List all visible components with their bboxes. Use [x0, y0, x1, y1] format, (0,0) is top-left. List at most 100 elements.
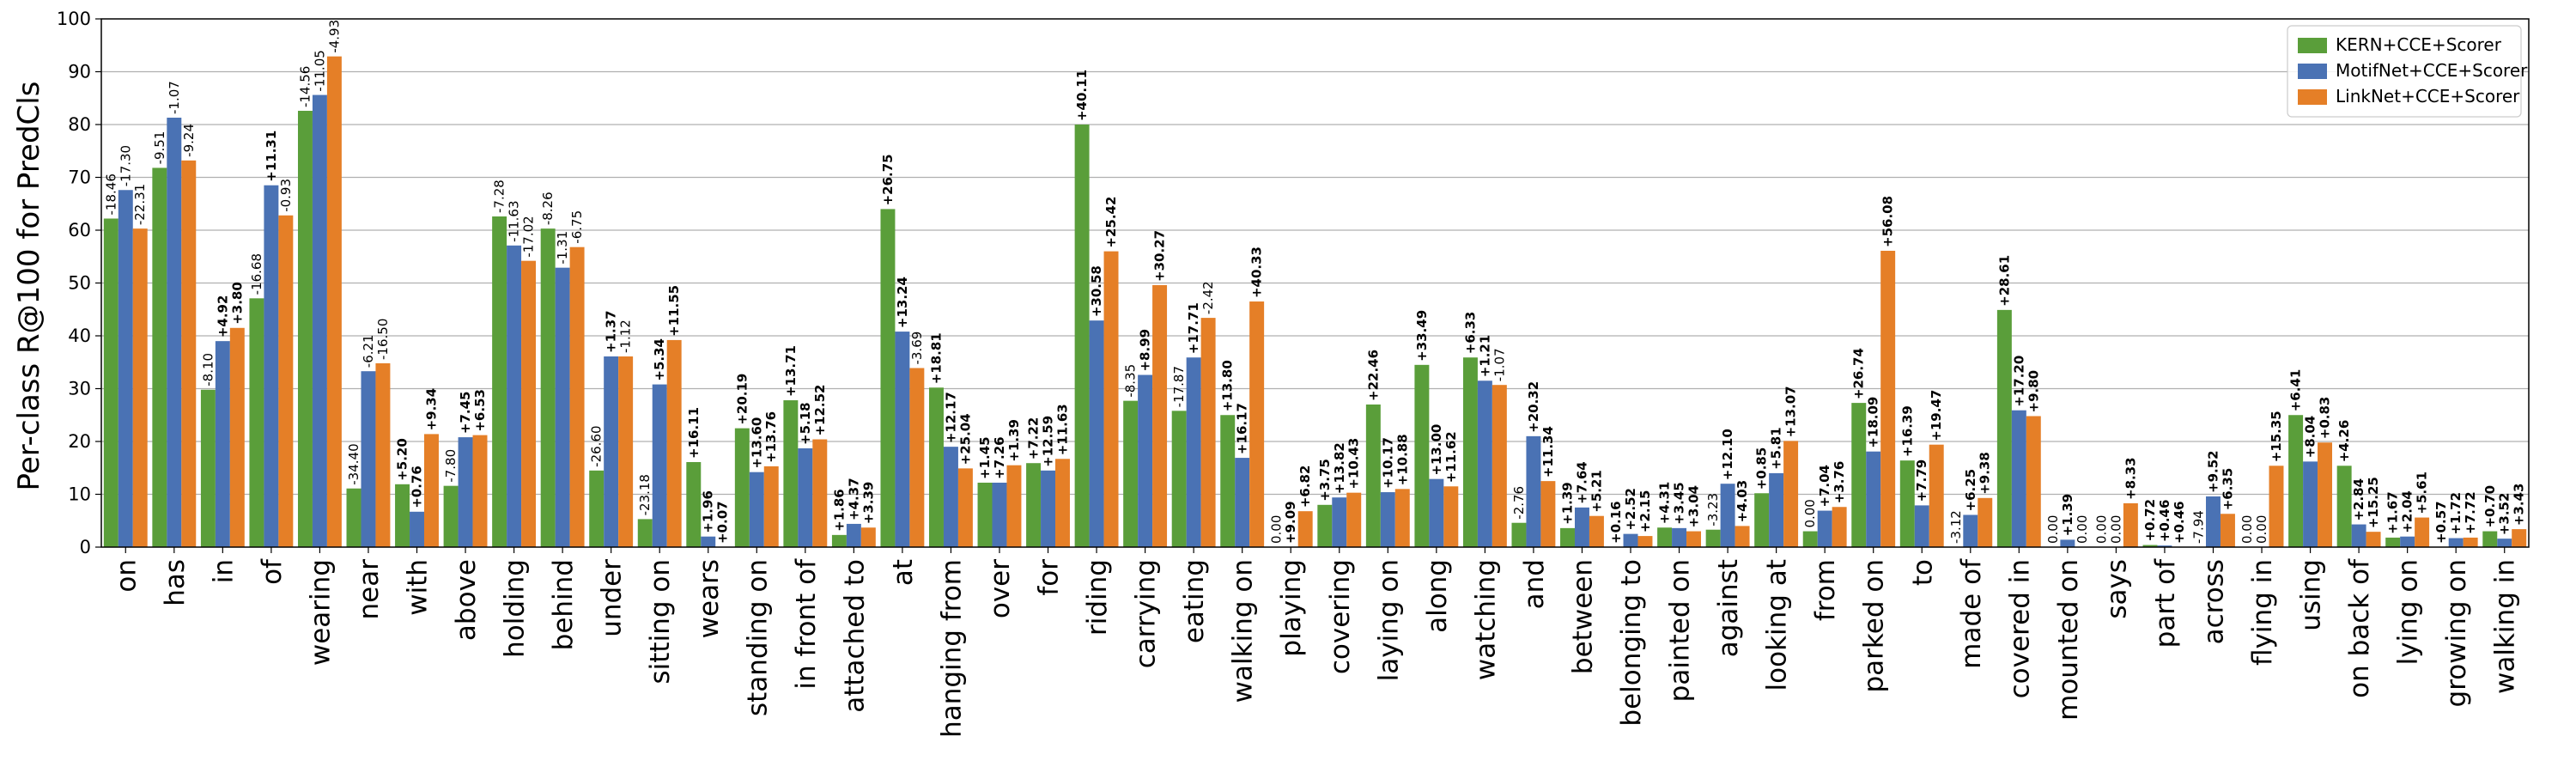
- x-tick-label: sitting on: [645, 559, 676, 684]
- bar-annotation: +4.31: [1657, 482, 1673, 525]
- x-tick-label: laying on: [1373, 559, 1404, 681]
- bar: [2512, 529, 2527, 547]
- bar-annotation: +3.52: [2497, 493, 2512, 536]
- bar-annotation: -16.50: [375, 319, 391, 360]
- bar-annotation: +1.21: [1477, 335, 1492, 378]
- x-tick-label: flying in: [2247, 559, 2278, 666]
- x-tick-label: from: [1810, 559, 1841, 621]
- bar-annotation: +6.41: [2288, 369, 2304, 412]
- bar: [472, 435, 488, 547]
- bar: [443, 485, 459, 547]
- x-tick-label: made of: [1956, 558, 1987, 669]
- bar: [264, 185, 279, 547]
- bar-annotation: +6.25: [1963, 469, 1978, 512]
- bar: [1380, 492, 1395, 547]
- bar: [2448, 538, 2464, 547]
- bar-annotation: -2.76: [1511, 486, 1527, 520]
- x-tick-label: wears: [694, 559, 725, 638]
- y-tick-label: 80: [68, 114, 91, 135]
- x-tick-label: above: [451, 559, 482, 641]
- y-tick-label: 0: [80, 537, 91, 557]
- bar: [297, 111, 313, 547]
- bar-annotation: -7.28: [492, 180, 507, 213]
- bar: [1866, 451, 1881, 547]
- x-tick-label: for: [1034, 559, 1065, 596]
- bar: [458, 437, 473, 547]
- x-tick-label: against: [1713, 559, 1744, 657]
- x-tick-label: walking in: [2490, 559, 2521, 694]
- bar-annotation: +0.57: [2433, 501, 2449, 544]
- bar: [1832, 507, 1847, 547]
- bar-annotation: -7.94: [2191, 510, 2207, 544]
- bar: [167, 118, 182, 547]
- bar-annotation: -8.10: [200, 353, 216, 386]
- bar: [1686, 531, 1701, 547]
- x-tick-label: and: [1519, 559, 1550, 609]
- bar: [686, 461, 702, 547]
- bar-annotation: -1.07: [167, 81, 182, 114]
- bar-annotation: +7.79: [1914, 460, 1929, 502]
- bar-annotation: +11.31: [264, 131, 279, 182]
- bar: [2463, 537, 2478, 547]
- bar: [569, 247, 585, 547]
- x-tick-label: along: [1422, 559, 1453, 633]
- bar-annotation: +18.81: [928, 332, 944, 384]
- bar-annotation: -0.93: [278, 179, 294, 212]
- bar-annotation: +16.17: [1235, 403, 1250, 454]
- bar-annotation: +1.39: [1560, 482, 1576, 525]
- bar: [346, 488, 361, 547]
- bar-annotation: +10.88: [1394, 434, 1410, 485]
- bar: [1074, 125, 1090, 547]
- bar-annotation: -2.42: [1200, 281, 1216, 314]
- x-tick-label: across: [2198, 559, 2229, 644]
- bar: [992, 482, 1007, 547]
- x-tick-label: using: [2296, 559, 2327, 631]
- bar-annotation: +0.76: [410, 466, 425, 508]
- bar-annotation: +11.63: [1054, 404, 1070, 455]
- bar: [1899, 460, 1915, 547]
- bar-annotation: +11.34: [1540, 426, 1556, 478]
- y-tick-label: 30: [68, 379, 91, 399]
- bar-annotation: -26.60: [589, 425, 605, 466]
- bar-annotation: +7.64: [1574, 461, 1589, 504]
- bar-annotation: +19.47: [1929, 390, 1944, 441]
- bar-annotation: +5.20: [395, 438, 410, 481]
- bar-annotation: +10.43: [1346, 438, 1362, 490]
- bar: [361, 371, 376, 547]
- bar-annotation: -23.18: [637, 474, 653, 515]
- bar: [1851, 403, 1867, 547]
- bar: [1103, 251, 1119, 547]
- bar-annotation: 0.00: [2239, 515, 2255, 544]
- bar-annotation: +17.71: [1186, 302, 1201, 354]
- bar-annotation: +12.10: [1720, 429, 1735, 480]
- bar: [521, 260, 537, 547]
- bar-annotation: -1.31: [555, 231, 570, 265]
- bar: [1963, 514, 1978, 547]
- bar-annotation: -9.51: [152, 131, 167, 165]
- bar: [2060, 539, 2075, 547]
- bar: [1200, 318, 1216, 547]
- bar: [278, 215, 294, 547]
- legend-label: LinkNet+CCE+Scorer: [2336, 86, 2520, 107]
- bar: [812, 439, 828, 547]
- bar-annotation: +13.24: [895, 277, 910, 328]
- bar-annotation: -6.21: [361, 334, 376, 368]
- bar-annotation: +25.42: [1103, 197, 1119, 248]
- bar-annotation: +56.08: [1880, 196, 1896, 247]
- bar: [1623, 533, 1638, 547]
- x-tick-label: in front of: [791, 558, 822, 690]
- bar-annotation: +3.75: [1317, 459, 1333, 502]
- bars: [103, 56, 2527, 548]
- bar-annotation: +4.03: [1735, 480, 1750, 523]
- bar-annotation: 0.00: [2045, 515, 2061, 544]
- bar-annotation: -17.30: [118, 145, 133, 186]
- bar: [1152, 284, 1168, 547]
- bar-annotation: -4.93: [326, 20, 342, 53]
- bar-annotation: +16.11: [686, 407, 702, 459]
- x-tick-label: wearing: [305, 559, 336, 666]
- bar-annotation: +0.46: [2172, 501, 2187, 544]
- bar: [1914, 505, 1929, 547]
- bar-annotation: +22.46: [1365, 350, 1381, 401]
- bar-annotation: +9.09: [1283, 501, 1298, 544]
